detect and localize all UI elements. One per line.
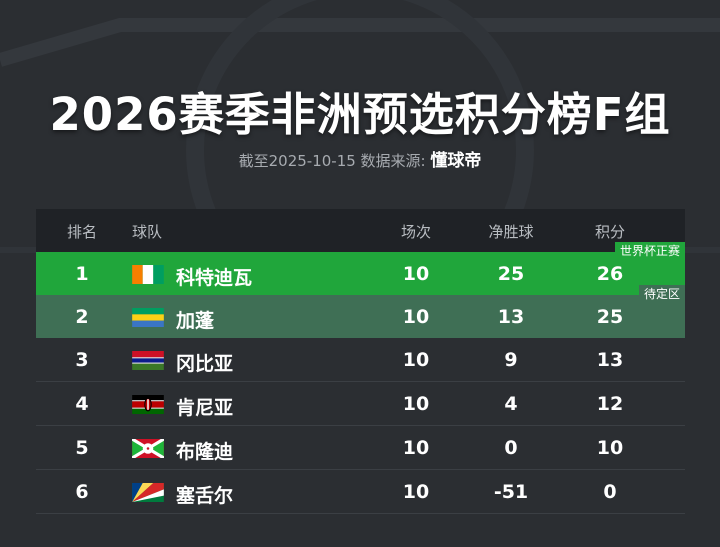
seychelles-flag-icon xyxy=(132,483,164,502)
burundi-flag-icon xyxy=(132,439,164,458)
update-date: 截至2025-10-15 数据来源: xyxy=(238,152,426,170)
rank-cell: 3 xyxy=(75,349,89,371)
points-cell: 12 xyxy=(596,393,624,415)
played-cell: 10 xyxy=(402,349,430,371)
goal-diff-cell: 9 xyxy=(504,349,518,371)
played-cell: 10 xyxy=(402,481,430,503)
table-row[interactable]: 待定区 2 加蓬 10 13 25 xyxy=(36,285,685,338)
table-row[interactable]: 5 布隆迪 10 0 10 xyxy=(36,426,685,470)
goal-diff-cell: -51 xyxy=(493,481,529,503)
ivory-coast-flag-icon xyxy=(132,265,164,284)
header-rank: 排名 xyxy=(66,223,97,241)
played-cell: 10 xyxy=(402,393,430,415)
table-row[interactable]: 6 塞舌尔 10 -51 0 xyxy=(36,470,685,514)
team-name: 肯尼亚 xyxy=(176,397,234,419)
team-name: 布隆迪 xyxy=(176,441,234,463)
page-subtitle: 截至2025-10-15 数据来源: 懂球帝 xyxy=(0,146,720,171)
qualified-badge: 世界杯正赛 xyxy=(614,242,685,260)
team-name: 塞舌尔 xyxy=(176,485,234,507)
header-points: 积分 xyxy=(594,223,625,241)
rank-cell: 6 xyxy=(75,481,89,503)
goal-diff-cell: 25 xyxy=(497,263,525,285)
rank-cell: 4 xyxy=(75,393,89,415)
data-source-brand: 懂球帝 xyxy=(430,151,482,171)
playoff-badge: 待定区 xyxy=(638,285,685,303)
header-team: 球队 xyxy=(132,223,163,241)
rank-cell: 5 xyxy=(75,437,89,459)
played-cell: 10 xyxy=(402,306,430,328)
played-cell: 10 xyxy=(402,437,430,459)
goal-diff-cell: 4 xyxy=(504,393,518,415)
team-name: 科特迪瓦 xyxy=(176,267,253,289)
table-row[interactable]: 3 冈比亚 10 9 13 xyxy=(36,338,685,382)
rank-cell: 2 xyxy=(75,306,89,328)
table-header: 排名 球队 场次 净胜球 积分 xyxy=(36,209,685,252)
points-cell: 25 xyxy=(596,306,624,328)
kenya-flag-icon xyxy=(132,395,164,414)
header-played: 场次 xyxy=(400,223,431,241)
team-name: 加蓬 xyxy=(176,310,215,332)
points-cell: 26 xyxy=(596,263,624,285)
standings-table: 排名 球队 场次 净胜球 积分 世界杯正赛 1 科特迪瓦 10 25 26 待定… xyxy=(36,209,685,514)
goal-diff-cell: 13 xyxy=(497,306,525,328)
points-cell: 13 xyxy=(596,349,624,371)
table-row[interactable]: 4 肯尼亚 10 4 12 xyxy=(36,382,685,426)
points-cell: 10 xyxy=(596,437,624,459)
gambia-flag-icon xyxy=(132,351,164,370)
team-name: 冈比亚 xyxy=(176,353,234,375)
rank-cell: 1 xyxy=(75,263,89,285)
goal-diff-cell: 0 xyxy=(504,437,518,459)
points-cell: 0 xyxy=(603,481,617,503)
header-goal-diff: 净胜球 xyxy=(488,223,534,241)
page-title: 2026赛季非洲预选积分榜F组 xyxy=(49,88,671,141)
played-cell: 10 xyxy=(402,263,430,285)
gabon-flag-icon xyxy=(132,308,164,327)
table-row[interactable]: 世界杯正赛 1 科特迪瓦 10 25 26 xyxy=(36,242,685,295)
